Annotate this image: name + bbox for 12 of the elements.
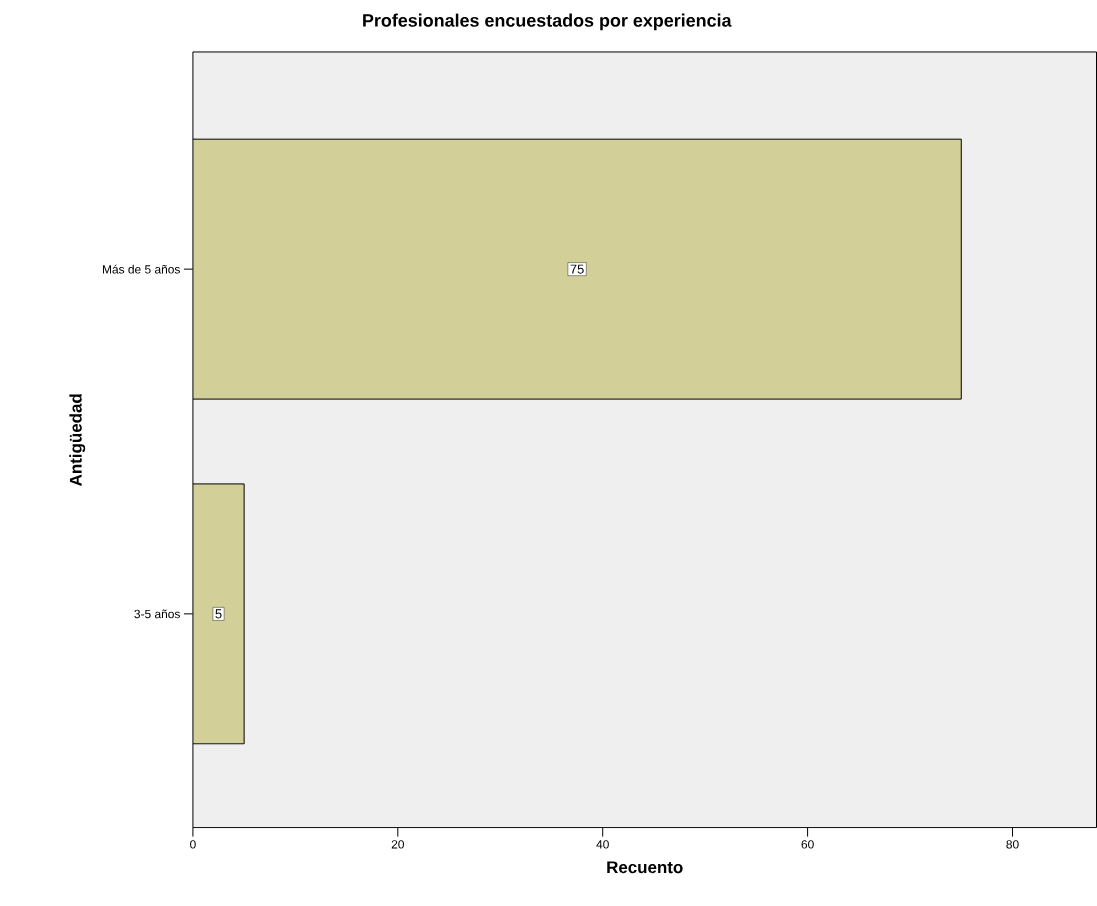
x-axis-title: Recuento xyxy=(607,861,683,874)
x-tick-label: 20 xyxy=(391,840,404,849)
chart-title: Profesionales encuestados por experiencia xyxy=(363,13,732,31)
x-tick-label: 0 xyxy=(190,840,196,849)
x-tick-label: 60 xyxy=(801,840,814,849)
data-label: 5 xyxy=(215,609,222,619)
x-tick-label: 80 xyxy=(1006,840,1019,849)
y-axis-title: Antigüedad xyxy=(69,394,86,487)
x-tick-label: 40 xyxy=(596,840,609,849)
y-tick-label: 3-5 años xyxy=(134,609,180,619)
data-label: 75 xyxy=(570,264,584,274)
y-tick-label: Más de 5 años xyxy=(103,264,180,274)
